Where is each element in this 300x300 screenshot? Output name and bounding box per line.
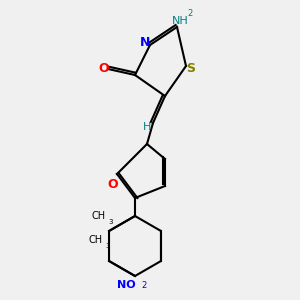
Text: CH: CH bbox=[92, 211, 106, 221]
Text: 2: 2 bbox=[188, 9, 193, 18]
Text: 3: 3 bbox=[109, 219, 113, 225]
Text: CH: CH bbox=[89, 235, 103, 245]
Text: O: O bbox=[98, 62, 109, 76]
Text: 2: 2 bbox=[141, 280, 147, 290]
Text: H: H bbox=[143, 122, 151, 133]
Text: NH: NH bbox=[172, 16, 188, 26]
Text: O: O bbox=[107, 178, 118, 191]
Text: S: S bbox=[186, 62, 195, 76]
Text: 3: 3 bbox=[106, 243, 110, 249]
Text: NO: NO bbox=[117, 280, 135, 290]
Text: N: N bbox=[140, 35, 151, 49]
